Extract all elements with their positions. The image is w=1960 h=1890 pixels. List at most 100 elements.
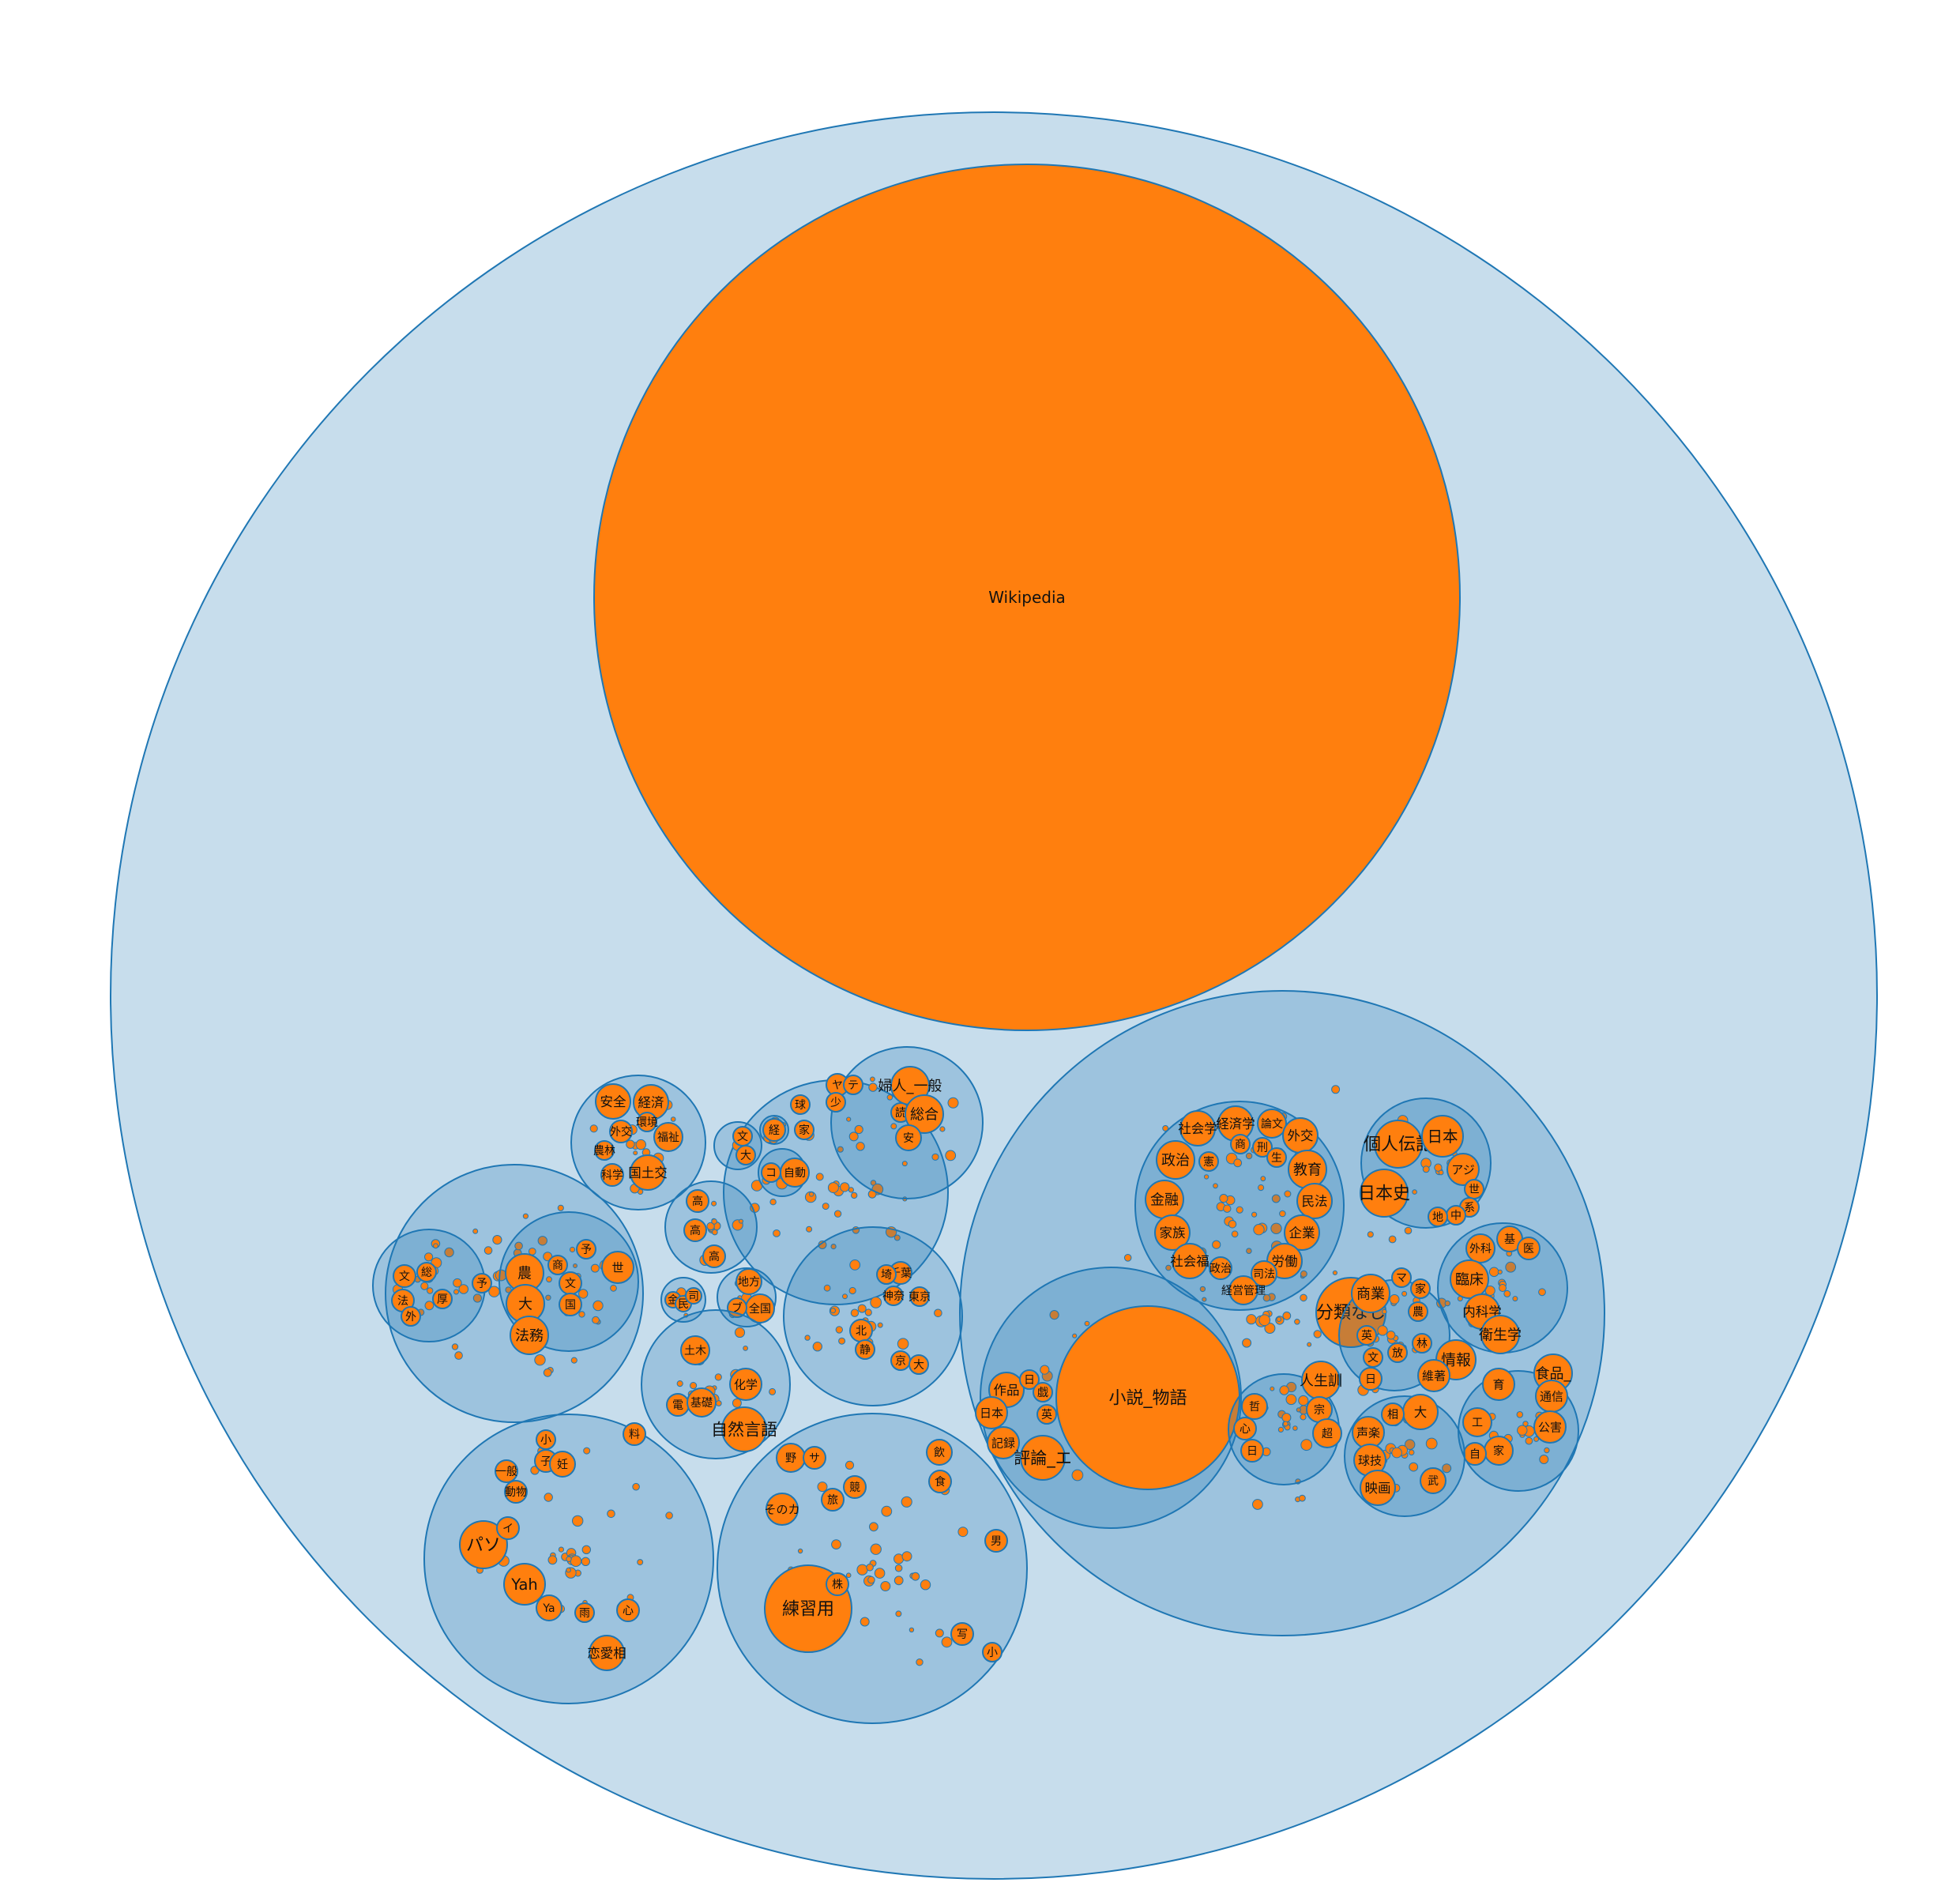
mini-node-4-0-6 — [433, 1243, 438, 1249]
mini-node-2-15 — [830, 1244, 837, 1250]
mini-node-1-5-11 — [1386, 1331, 1396, 1340]
leaf-circle-11-7 — [928, 1470, 952, 1493]
leaf-label-1-0-13: 家族 — [1160, 1225, 1186, 1241]
leaf-label-2-0-6: 少 — [830, 1097, 841, 1109]
leaf-label-9-5: 大 — [913, 1359, 924, 1372]
mini-node-1-8-0 — [1408, 1449, 1415, 1455]
leaf-label-1-2-2: 医 — [1523, 1243, 1534, 1256]
leaf-label-4-1-4: 文 — [565, 1278, 576, 1290]
mini-node-1-38 — [1282, 1311, 1292, 1320]
leaf-label-1-5-8: 英 — [1361, 1329, 1372, 1342]
mini-node-1-0-23 — [1223, 1204, 1232, 1213]
leaf-label-1-2-3: 臨床 — [1455, 1271, 1484, 1288]
mini-node-9-13 — [842, 1293, 848, 1300]
leaf-circle-10-10 — [589, 1635, 625, 1671]
leaf-circle-1-2-5 — [1480, 1315, 1520, 1354]
leaf-label-3-7: 国土交 — [628, 1165, 668, 1180]
mini-node-4-12 — [545, 1294, 551, 1301]
leaf-circle-11-5 — [843, 1475, 867, 1499]
leaf-label-2-0-5: テ — [848, 1079, 859, 1092]
mini-node-2-0-14 — [854, 1124, 863, 1135]
leaf-circle-4-1-2 — [547, 1255, 568, 1275]
mini-node-8-17 — [690, 1382, 698, 1390]
leaf-circle-10-9 — [536, 1594, 562, 1621]
leaf-circle-3-0 — [595, 1083, 631, 1120]
leaf-label-10-9: Ya — [542, 1602, 555, 1615]
mini-node-11-1 — [817, 1482, 828, 1493]
leaf-label-4-1-7: 世 — [611, 1260, 623, 1274]
leaf-circle-5-2 — [702, 1244, 726, 1268]
leaf-label-1-2-4: 内科学 — [1462, 1305, 1502, 1320]
leaf-label-8-0: 土木 — [684, 1345, 706, 1357]
mini-node-4-1-7 — [569, 1246, 576, 1253]
mini-node-1-0-18 — [1260, 1176, 1266, 1182]
leaf-label-1-7-0: 食品_ — [1536, 1365, 1572, 1382]
leaf-label-1-1-2: アジ — [1451, 1162, 1474, 1177]
leaf-label-4-0-3: 予 — [476, 1278, 487, 1290]
mini-node-2-0-12 — [931, 1153, 939, 1161]
leaf-circle-4-0-2 — [416, 1262, 437, 1282]
leaf-circle-4-0-5 — [432, 1289, 453, 1309]
mini-node-1-0-12 — [1212, 1240, 1221, 1249]
mini-node-1-5-1 — [1389, 1294, 1400, 1305]
mini-node-1-6-12 — [1282, 1421, 1288, 1427]
mini-node-4-22 — [492, 1235, 502, 1245]
mini-node-10-29 — [544, 1493, 553, 1502]
leaf-circle-9-6 — [876, 1264, 897, 1285]
mini-node-1-2-0 — [1503, 1289, 1511, 1297]
leaf-label-8-1: 化学 — [734, 1377, 758, 1391]
mini-node-11-7 — [935, 1628, 944, 1638]
mini-node-11-18 — [831, 1539, 841, 1549]
leaf-label-1-5-9: 文 — [1367, 1352, 1379, 1365]
leaf-circle-2-0-3 — [895, 1124, 922, 1151]
mini-node-1-7-1 — [1544, 1447, 1550, 1454]
leaf-label-3-4: 環境 — [636, 1116, 658, 1129]
leaf-circle-1-5-1 — [1391, 1267, 1412, 1288]
mini-node-4-0-5 — [424, 1301, 435, 1311]
mini-node-11-23 — [845, 1460, 855, 1470]
leaf-circle-2-0-5 — [843, 1075, 863, 1095]
mini-node-4-0-12 — [453, 1278, 462, 1288]
leaf-circle-1-3-3 — [1033, 1382, 1053, 1402]
leaf-circle-1-0-17 — [1251, 1260, 1277, 1287]
mini-node-1-61 — [1123, 1254, 1132, 1262]
mini-node-10-15 — [547, 1555, 558, 1565]
leaf-label-1-3-5: 日本 — [980, 1406, 1003, 1420]
leaf-circle-4-1-6 — [559, 1293, 582, 1316]
mini-node-10-32 — [607, 1509, 615, 1519]
mini-node-4-16 — [543, 1368, 552, 1377]
mini-node-9-5 — [870, 1297, 882, 1308]
mini-node-2-0-10 — [890, 1123, 897, 1130]
leaf-circle-3-2 — [609, 1120, 633, 1143]
leaf-circle-11-4 — [821, 1488, 845, 1512]
leaf-label-1-1-1: 日本 — [1427, 1128, 1458, 1146]
mini-node-11-24 — [866, 1563, 874, 1572]
mini-node-2-0-11 — [856, 1142, 865, 1151]
mini-node-4-1-0 — [590, 1263, 600, 1273]
mini-node-4-1-3 — [593, 1300, 604, 1312]
mini-node-1-6-3 — [1285, 1394, 1297, 1406]
leaf-circle-3-7 — [630, 1154, 666, 1191]
leaf-circle-8-0 — [680, 1335, 710, 1365]
leaf-label-1-5-10: 日 — [1365, 1373, 1376, 1386]
mini-node-11-5 — [869, 1522, 878, 1532]
mini-node-1-6-9 — [1292, 1425, 1298, 1431]
leaf-label-2-2-1: コ — [766, 1167, 777, 1180]
leaf-circle-1-5-3 — [1408, 1301, 1428, 1322]
mini-node-4-29 — [573, 1263, 577, 1268]
leaf-label-10-6: パソ — [466, 1536, 501, 1556]
leaf-circle-1-0-11 — [1296, 1183, 1333, 1219]
mini-node-1-6-10 — [1281, 1413, 1292, 1423]
leaf-label-1-0-1: 経済学 — [1216, 1116, 1255, 1131]
leaf-label-9-2: 東京 — [909, 1291, 931, 1304]
mini-node-11-15 — [901, 1496, 912, 1508]
mini-node-4-0-13 — [424, 1252, 434, 1262]
leaf-circle-11-3 — [766, 1493, 799, 1526]
leaf-label-4-0-2: 総 — [421, 1267, 432, 1279]
leaf-circle-1-0-12 — [1284, 1214, 1320, 1251]
mini-node-1-12 — [1199, 1286, 1206, 1293]
mini-node-2-14 — [833, 1210, 842, 1218]
leaf-label-1-5-0: 商業 — [1356, 1286, 1385, 1302]
mini-node-1-60 — [1258, 1314, 1271, 1327]
leaf-label-2-0-8: 家 — [799, 1124, 810, 1137]
